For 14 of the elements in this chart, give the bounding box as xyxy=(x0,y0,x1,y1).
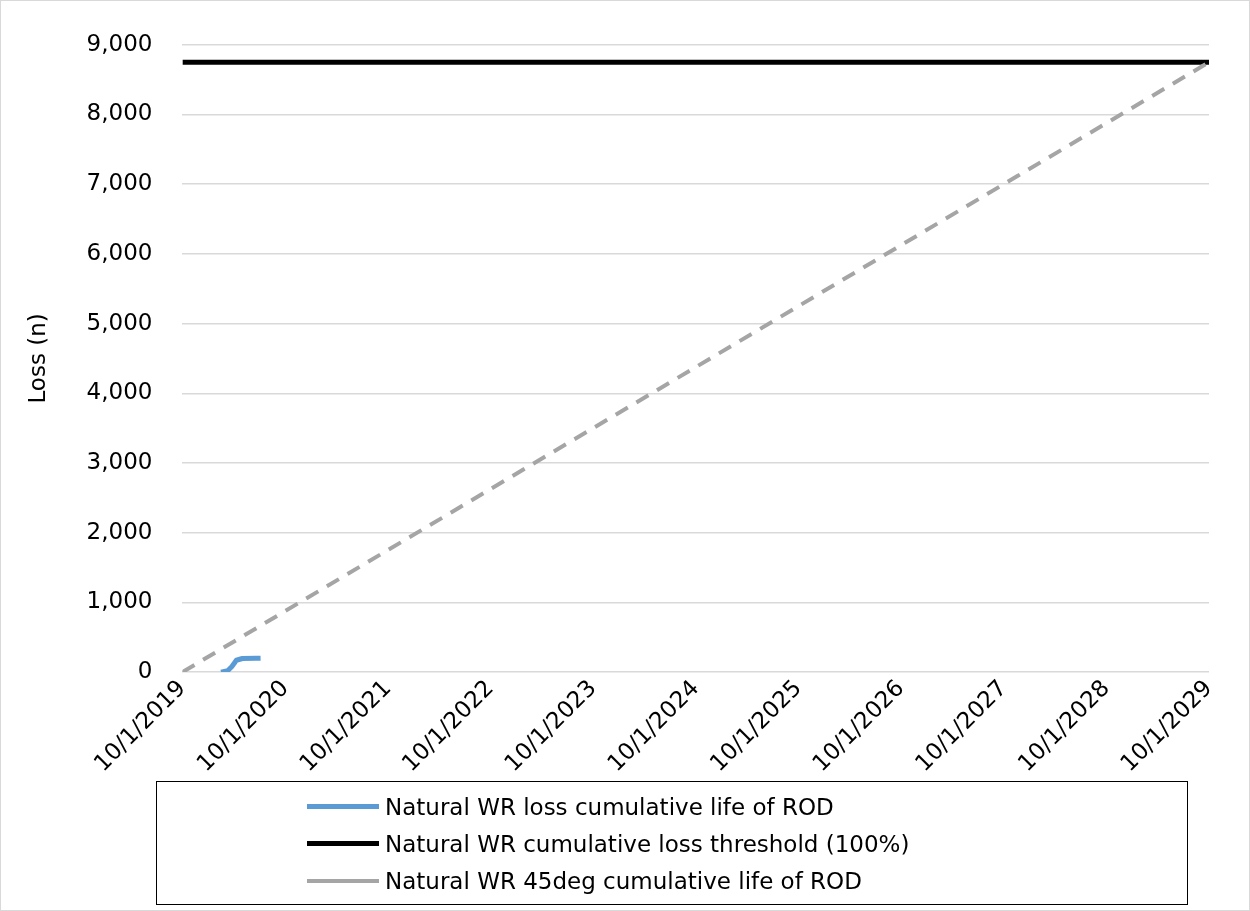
y-tick-label: 4,000 xyxy=(86,378,153,405)
legend-label: Natural WR 45deg cumulative life of ROD xyxy=(385,867,862,894)
y-tick-label: 5,000 xyxy=(86,308,153,335)
y-tick-label: 0 xyxy=(137,657,153,684)
y-tick-label: 8,000 xyxy=(86,99,153,126)
y-tick-label: 6,000 xyxy=(86,238,153,265)
y-tick-label: 3,000 xyxy=(86,447,153,474)
y-tick-label: 1,000 xyxy=(86,587,153,614)
legend-label: Natural WR cumulative loss threshold (100%) xyxy=(385,830,910,857)
y-tick-label: 7,000 xyxy=(86,169,153,196)
y-tick-label: 2,000 xyxy=(86,517,153,544)
y-tick-label: 9,000 xyxy=(86,29,153,56)
y-axis-title: Loss (n) xyxy=(23,313,50,404)
legend-label: Natural WR loss cumulative life of ROD xyxy=(385,793,834,820)
